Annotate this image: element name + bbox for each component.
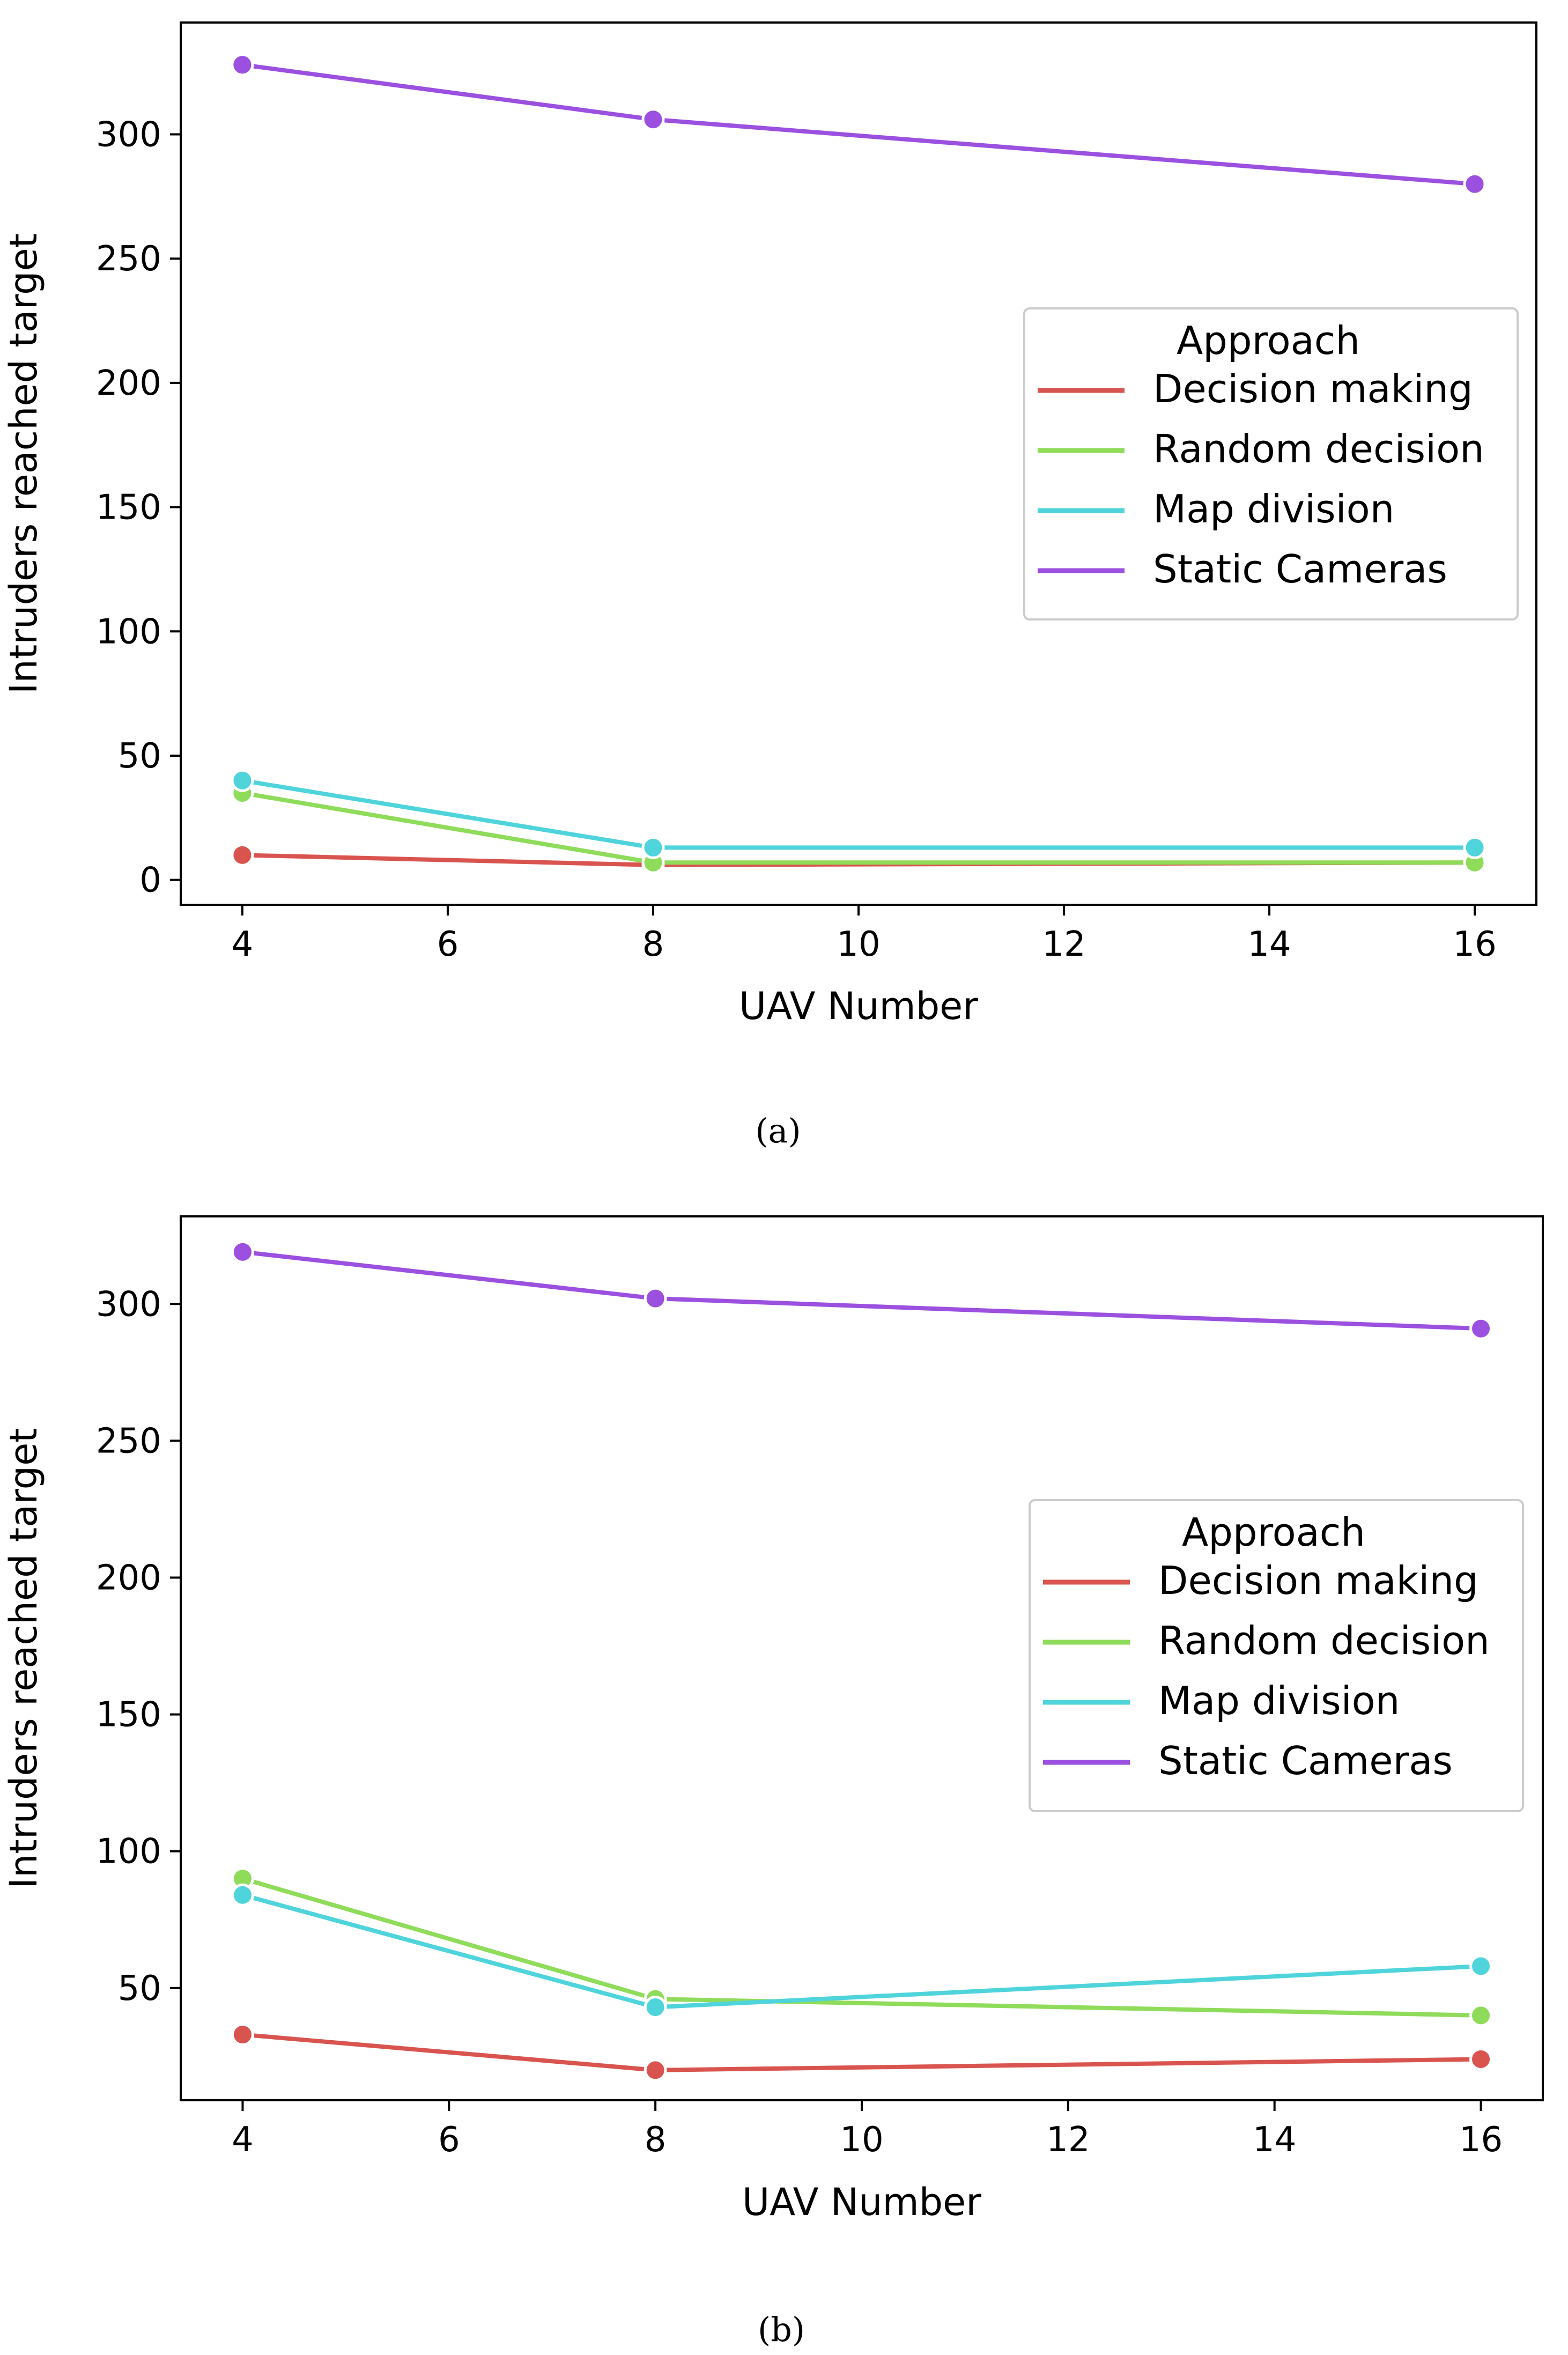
y-tick-label: 250 <box>96 239 161 279</box>
legend-entry-label: Decision making <box>1153 366 1473 411</box>
data-point <box>231 1883 254 1907</box>
data-point <box>231 769 254 792</box>
legend-entry-label: Map division <box>1153 486 1394 531</box>
x-tick-label: 14 <box>1247 925 1291 964</box>
x-tick-label: 4 <box>232 925 254 964</box>
data-point <box>641 836 665 859</box>
y-tick-label: 0 <box>139 861 161 900</box>
y-tick-label: 150 <box>96 488 161 528</box>
x-tick-label: 8 <box>642 925 664 964</box>
data-point <box>1463 172 1486 196</box>
y-tick-label: 50 <box>118 1969 161 2009</box>
legend-entry-label: Random decision <box>1153 426 1484 471</box>
legend-title: Approach <box>1182 1510 1365 1555</box>
x-tick-label: 12 <box>1042 925 1085 964</box>
legend-entry-label: Static Cameras <box>1153 547 1447 592</box>
y-tick-label: 50 <box>118 736 161 776</box>
legend-entry-label: Random decision <box>1158 1618 1490 1663</box>
y-tick-label: 200 <box>96 364 161 403</box>
chart-panel-a: 4 6 8 10 12 14 16 0 50 100 150 200 250 300 UAV Numbe… <box>2 21 1537 1150</box>
data-point <box>644 1287 667 1310</box>
x-axis-label: UAV Number <box>739 984 978 1028</box>
x-tick-label: 14 <box>1253 2120 1296 2160</box>
y-tick-label: 100 <box>96 1832 161 1872</box>
y-tick-label: 150 <box>96 1695 161 1735</box>
series-line <box>240 1893 1483 2010</box>
y-tick-label: 100 <box>96 612 161 652</box>
caption-a: (a) <box>755 1111 801 1150</box>
data-point <box>231 2023 254 2047</box>
y-tick-label: 300 <box>96 115 161 155</box>
data-point <box>231 843 254 867</box>
x-tick-label: 6 <box>438 2120 460 2160</box>
legend-title: Approach <box>1177 318 1360 363</box>
legend-entry-label: Map division <box>1158 1678 1400 1723</box>
legend: Approach Decision making Random decision M… <box>1023 307 1519 621</box>
series-line <box>240 791 1477 865</box>
legend: Approach Decision making Random decision M… <box>1029 1499 1524 1812</box>
y-axis-label: Intruders reached target <box>2 1428 46 1888</box>
x-tick-label: 4 <box>232 2120 254 2160</box>
legend-entry-label: Static Cameras <box>1158 1738 1453 1783</box>
x-tick-label: 10 <box>840 2120 883 2160</box>
data-point <box>1469 1317 1493 1340</box>
y-tick-label: 300 <box>96 1284 161 1324</box>
data-point <box>1469 2004 1493 2027</box>
data-point <box>1463 836 1486 859</box>
x-tick-label: 8 <box>645 2120 667 2160</box>
x-tick-label: 16 <box>1453 925 1496 964</box>
data-point <box>644 2058 667 2082</box>
y-tick-label: 200 <box>96 1558 161 1598</box>
data-point <box>231 1240 254 1264</box>
legend-box <box>1023 307 1519 621</box>
series-line <box>240 2032 1483 2072</box>
caption-b: (b) <box>758 2310 805 2349</box>
series-line <box>240 62 1477 187</box>
x-tick-label: 12 <box>1046 2120 1090 2160</box>
legend-entry-label: Decision making <box>1158 1558 1478 1603</box>
y-tick-label: 250 <box>96 1421 161 1461</box>
x-tick-label: 6 <box>437 925 459 964</box>
x-tick-label: 10 <box>837 925 880 964</box>
data-point <box>1469 1954 1493 1978</box>
chart-panel-b: 4 6 8 10 12 14 16 50 100 150 200 250 300 UAV Number… <box>2 1215 1544 2349</box>
series-line <box>240 1250 1483 1331</box>
y-axis-label: Intruders reached target <box>2 233 46 694</box>
x-axis-label: UAV Number <box>742 2180 981 2224</box>
x-tick-label: 16 <box>1459 2120 1503 2160</box>
data-point <box>1469 2047 1493 2071</box>
data-point <box>641 108 665 131</box>
data-point <box>644 1996 667 2019</box>
legend-box <box>1029 1499 1524 1812</box>
data-point <box>231 53 254 77</box>
series-line <box>240 778 1477 850</box>
